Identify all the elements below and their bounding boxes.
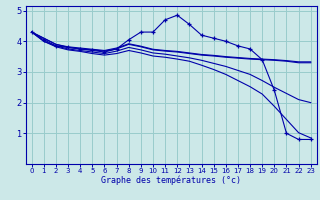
X-axis label: Graphe des températures (°c): Graphe des températures (°c)	[101, 176, 241, 185]
